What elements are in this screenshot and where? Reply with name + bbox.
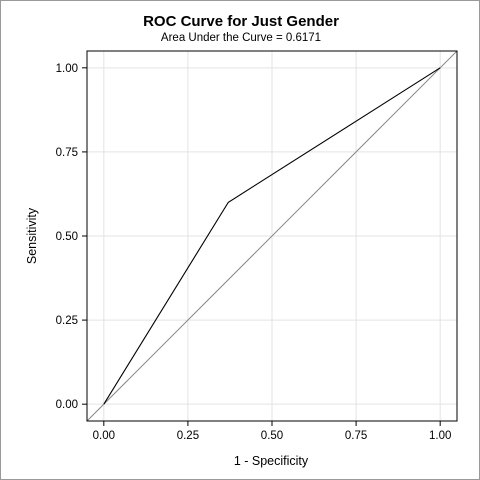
reference-diagonal-line xyxy=(86,50,458,422)
y-tick-label-4: 1.00 xyxy=(56,63,78,75)
y-tick-label-2: 0.50 xyxy=(56,231,78,243)
y-axis-label: Sensitivity xyxy=(25,207,39,264)
chart-subtitle: Area Under the Curve = 0.6171 xyxy=(161,32,321,44)
roc-curve-line xyxy=(103,67,441,405)
y-tick-label-1: 0.25 xyxy=(56,315,78,327)
y-tick-label-3: 0.75 xyxy=(56,147,78,159)
series-layer xyxy=(86,50,458,422)
tick-marks: 0.00 0.25 0.50 0.75 1.00 0.00 0.25 0.50 0.75 1.00 xyxy=(56,63,452,442)
x-tick-label-2: 0.50 xyxy=(261,430,283,442)
x-tick-label-3: 0.75 xyxy=(345,430,367,442)
chart-title: ROC Curve for Just Gender xyxy=(143,13,339,30)
grid-lines xyxy=(87,51,457,421)
x-tick-label-1: 0.25 xyxy=(177,430,199,442)
x-tick-label-0: 0.00 xyxy=(93,430,115,442)
x-axis-label: 1 - Specificity xyxy=(234,454,309,468)
x-tick-label-4: 1.00 xyxy=(429,430,451,442)
y-tick-label-0: 0.00 xyxy=(56,399,78,411)
